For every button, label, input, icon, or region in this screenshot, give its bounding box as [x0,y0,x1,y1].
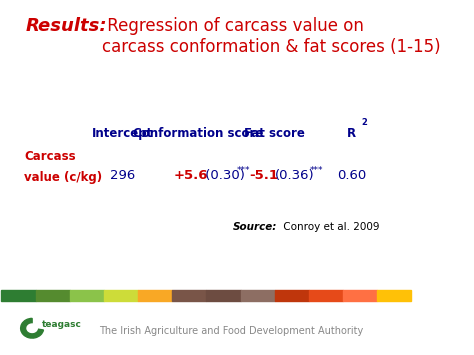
Wedge shape [21,318,44,338]
Text: 2: 2 [361,119,367,127]
Text: Fat score: Fat score [244,127,304,140]
Text: Conroy et al. 2009: Conroy et al. 2009 [280,222,380,232]
Text: Carcass: Carcass [24,150,75,163]
Text: Source:: Source: [233,222,277,232]
Text: 0.60: 0.60 [337,169,366,182]
Bar [275,290,309,301]
Text: Conformation score: Conformation score [133,127,264,140]
Bar [206,290,240,301]
Bar [377,290,411,301]
Text: (0.36): (0.36) [275,169,314,182]
Text: (0.30): (0.30) [201,169,246,182]
Text: ***: *** [237,166,251,175]
Bar [1,290,36,301]
Text: The Irish Agriculture and Food Development Authority: The Irish Agriculture and Food Developme… [99,326,363,336]
Bar [343,290,377,301]
Bar [36,290,70,301]
Bar [104,290,138,301]
Text: Results:: Results: [26,17,108,35]
Text: Intercept: Intercept [91,127,153,140]
Bar [309,290,343,301]
Bar [70,290,104,301]
Text: -5.1: -5.1 [249,169,278,182]
Text: R: R [347,127,356,140]
Bar [240,290,275,301]
Text: +5.6: +5.6 [173,169,208,182]
Text: teagasc: teagasc [42,320,82,329]
Text: Regression of carcass value on
carcass conformation & fat scores (1-15): Regression of carcass value on carcass c… [102,17,440,56]
Text: 296: 296 [109,169,135,182]
Bar [138,290,172,301]
Text: value (c/kg): value (c/kg) [24,171,102,184]
Text: ***: *** [310,166,324,175]
Bar [172,290,206,301]
